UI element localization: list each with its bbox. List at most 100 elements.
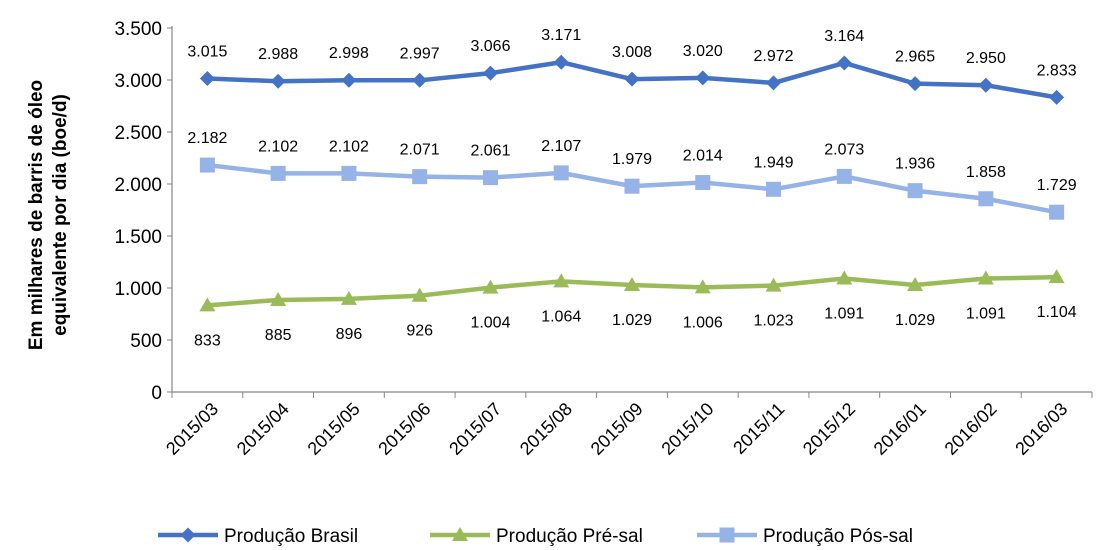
x-tick-label: 2016/03 <box>1011 399 1071 459</box>
data-point <box>977 270 994 285</box>
y-axis-label-line: Em milhares de barris de óleo <box>26 80 47 350</box>
data-label: 2.102 <box>329 138 369 155</box>
data-label: 3.020 <box>683 43 723 60</box>
data-label: 1.729 <box>1037 177 1077 194</box>
x-tick-label: 2015/08 <box>516 399 576 459</box>
data-point <box>766 181 782 197</box>
data-label: 2.833 <box>1037 62 1077 79</box>
data-label: 2.998 <box>329 45 369 62</box>
data-label: 2.950 <box>966 50 1006 67</box>
data-point <box>553 273 570 288</box>
x-tick-label: 2015/05 <box>304 399 364 459</box>
data-point <box>341 72 357 88</box>
legend-label: Produção Brasil <box>224 526 358 547</box>
data-point <box>270 291 287 306</box>
x-tick-label: 2016/01 <box>870 399 930 459</box>
data-point <box>340 290 357 305</box>
y-tick-labels: 0 500 1.000 1.500 2.000 2.500 3.000 3.500 <box>114 19 162 404</box>
data-point <box>199 297 216 312</box>
data-point <box>270 73 286 89</box>
y-tick-label: 3.500 <box>114 19 162 40</box>
legend-label: Produção Pré-sal <box>496 526 643 547</box>
data-point <box>978 191 994 207</box>
data-point <box>412 169 428 185</box>
data-point <box>1048 269 1065 284</box>
data-label: 3.008 <box>612 44 652 61</box>
y-axis-label: Em milhares de barris de óleo equivalente… <box>26 80 71 350</box>
y-tick-label: 0 <box>151 383 162 404</box>
data-point <box>412 72 428 88</box>
data-point <box>836 270 853 285</box>
data-point <box>836 55 852 71</box>
data-point <box>411 287 428 302</box>
data-label: 3.066 <box>470 38 510 55</box>
legend-marker <box>180 527 196 543</box>
data-label: 885 <box>265 327 292 344</box>
data-label: 926 <box>406 323 433 340</box>
data-point <box>1049 204 1065 220</box>
data-point <box>978 77 994 93</box>
data-point <box>482 279 499 294</box>
legend-label: Produção Pós-sal <box>763 526 913 547</box>
data-label: 1.949 <box>754 154 794 171</box>
data-label: 2.965 <box>895 49 935 66</box>
data-point <box>1049 89 1065 105</box>
data-label: 1.091 <box>966 306 1006 323</box>
data-label: 1.023 <box>754 313 794 330</box>
x-tick-label: 2015/06 <box>374 399 434 459</box>
data-point <box>553 165 569 181</box>
x-tick-label: 2015/12 <box>799 399 859 459</box>
y-tick-label: 3.000 <box>114 71 162 92</box>
data-label: 1.936 <box>895 156 935 173</box>
y-tick-label: 2.000 <box>114 175 162 196</box>
data-label: 1.858 <box>966 164 1006 181</box>
x-tick-label: 2015/07 <box>445 399 505 459</box>
data-label: 2.014 <box>683 148 723 165</box>
data-point <box>907 183 923 199</box>
data-point <box>907 276 924 291</box>
data-point <box>482 65 498 81</box>
series-markers <box>199 54 1065 312</box>
data-label: 1.004 <box>470 315 510 332</box>
data-point <box>907 76 923 92</box>
data-point <box>482 170 498 186</box>
x-tick-label: 2015/03 <box>162 399 222 459</box>
data-label: 2.061 <box>470 143 510 160</box>
y-axis-label-line: equivalente por dia (boe/d) <box>50 94 71 336</box>
data-point <box>695 70 711 86</box>
y-tick-label: 1.000 <box>114 279 162 300</box>
data-label: 2.071 <box>400 142 440 159</box>
data-label: 1.029 <box>612 312 652 329</box>
data-label: 2.972 <box>754 48 794 65</box>
data-point <box>624 71 640 87</box>
data-label: 2.073 <box>824 141 864 158</box>
x-tick-label: 2016/02 <box>941 399 1001 459</box>
y-tick-label: 1.500 <box>114 227 162 248</box>
data-point <box>199 70 215 86</box>
data-label: 2.997 <box>400 45 440 62</box>
data-point <box>624 276 640 291</box>
legend: Produção Brasil Produção Pré-sal Produção … <box>158 526 913 547</box>
data-labels: 3.015 2.988 2.998 2.997 3.066 3.171 3.008 3.020… <box>187 27 1076 349</box>
data-label: 2.107 <box>541 138 581 155</box>
y-tick-label: 2.500 <box>114 123 162 144</box>
data-label: 2.182 <box>187 130 227 147</box>
x-tick-label: 2015/04 <box>233 399 293 459</box>
data-point <box>836 168 852 184</box>
data-label: 896 <box>336 326 363 343</box>
data-label: 1.979 <box>612 151 652 168</box>
data-label: 2.988 <box>258 46 298 63</box>
x-tick-label: 2015/10 <box>657 399 717 459</box>
data-point <box>341 165 357 181</box>
data-label: 1.064 <box>541 308 581 325</box>
data-point <box>765 277 782 292</box>
data-label: 3.171 <box>541 27 581 44</box>
data-label: 1.029 <box>895 312 935 329</box>
data-label: 1.091 <box>824 306 864 323</box>
data-point <box>553 54 569 70</box>
data-point <box>270 165 286 181</box>
data-label: 1.006 <box>683 314 723 331</box>
data-label: 3.164 <box>824 28 864 45</box>
